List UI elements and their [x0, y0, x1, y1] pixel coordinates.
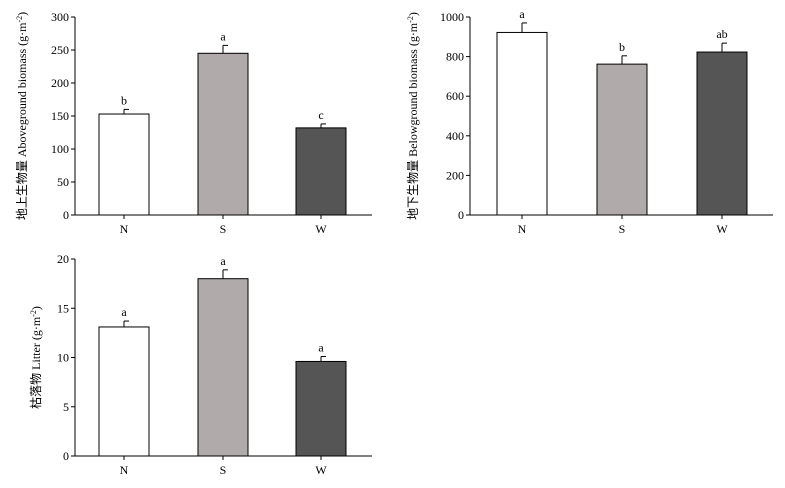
significance-label-w: ab: [716, 27, 727, 41]
y-tick-label: 0: [458, 208, 464, 222]
bar-s: [197, 52, 249, 216]
significance-label-s: a: [220, 254, 226, 268]
y-axis-title: 枯落物 Litter (g·m-2): [28, 306, 43, 409]
bar-w: [696, 51, 748, 216]
y-tick-label: 200: [51, 76, 69, 90]
y-axis-title: 地上生物量 Aboveground biomass (g·m-2): [15, 12, 30, 220]
x-tick-label-n: N: [120, 222, 129, 236]
y-tick-label: 100: [51, 142, 69, 156]
significance-label-n: a: [121, 305, 127, 319]
aboveground-biomass-chart: 0 50 100 150 200 250 300 b Na Sc W 地上生物量 Abovegroun…: [15, 10, 372, 236]
bar-w: [295, 360, 347, 457]
x-tick-label-s: S: [220, 463, 227, 477]
x-tick-label-w: W: [315, 463, 327, 477]
x-tick-label-n: N: [518, 222, 527, 236]
x-tick-label-s: S: [619, 222, 626, 236]
y-axis-title: 地下生物量 Belowground biomass (g·m-2): [406, 12, 421, 220]
significance-label-s: a: [220, 29, 226, 43]
y-tick-label: 0: [63, 449, 69, 463]
y-tick-label: 0: [63, 208, 69, 222]
y-tick-label: 10: [57, 351, 69, 365]
x-tick-label-w: W: [716, 222, 728, 236]
y-tick-label: 800: [446, 50, 464, 64]
x-tick-label-w: W: [315, 222, 327, 236]
bar-w: [295, 127, 347, 216]
significance-label-n: b: [121, 93, 127, 107]
bar-n: [98, 113, 150, 216]
y-tick-label: 250: [51, 43, 69, 57]
bar-s: [596, 63, 648, 216]
y-tick-label: 200: [446, 168, 464, 182]
bar-s: [197, 278, 249, 457]
significance-label-n: a: [519, 7, 525, 21]
y-tick-label: 400: [446, 129, 464, 143]
y-tick-label: 15: [57, 301, 69, 315]
significance-label-w: c: [318, 108, 323, 122]
x-tick-label-n: N: [120, 463, 129, 477]
y-tick-label: 20: [57, 252, 69, 266]
y-tick-label: 50: [57, 175, 69, 189]
bar-n: [496, 31, 548, 216]
y-tick-label: 5: [63, 400, 69, 414]
y-tick-label: 600: [446, 89, 464, 103]
significance-label-s: b: [619, 40, 625, 54]
litter-chart: 0 5 10 15 20 a Na Sa W 枯落物 Litter (g·m-2): [28, 252, 372, 477]
y-tick-label: 150: [51, 109, 69, 123]
y-tick-label: 1000: [440, 10, 464, 24]
bar-n: [98, 326, 150, 457]
significance-label-w: a: [318, 341, 324, 355]
y-tick-label: 300: [51, 10, 69, 24]
belowground-biomass-chart: 0 200 400 600 800 1000 a Nb Sab W 地下生物量 Belowgroun…: [406, 7, 773, 236]
x-tick-label-s: S: [220, 222, 227, 236]
